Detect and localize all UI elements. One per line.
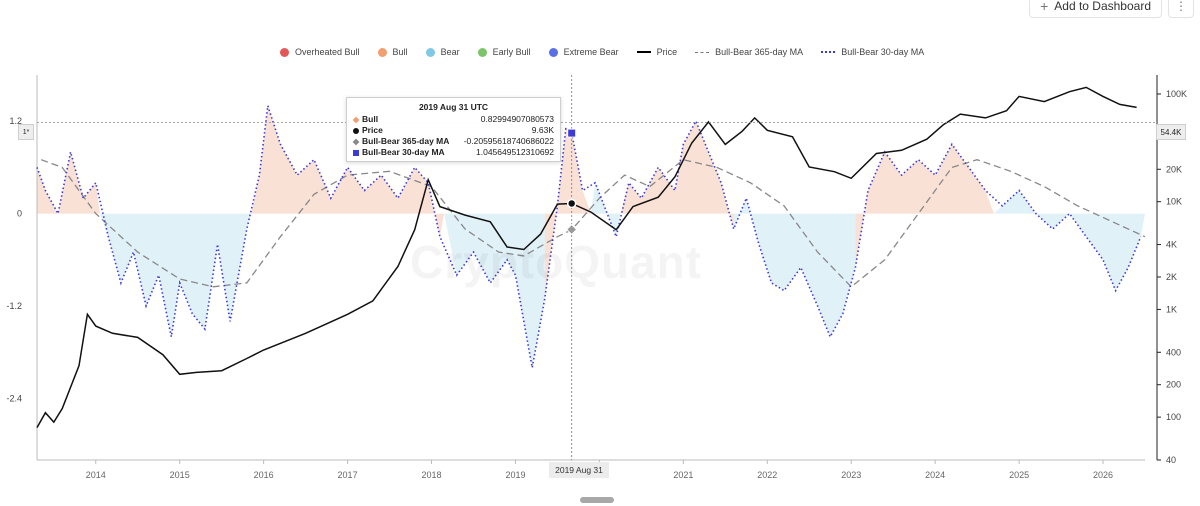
legend-item[interactable]: Bull-Bear 30-day MA [821, 47, 924, 57]
right-axis-tick-label: 4K [1166, 240, 1177, 250]
legend-label: Overheated Bull [295, 47, 360, 57]
legend-marker-icon [477, 47, 487, 57]
tooltip-marker-icon [353, 149, 359, 156]
price-hover-marker [566, 198, 577, 209]
tooltip-row-value: 0.82994907080573 [480, 114, 554, 124]
legend-label: Bull-Bear 30-day MA [841, 47, 925, 57]
tooltip-marker-icon [352, 116, 360, 123]
tooltip-row-label: Price [353, 125, 383, 136]
x-axis-tick-label: 2018 [421, 470, 441, 480]
legend-label: Bull-Bear 365-day MA [715, 47, 804, 57]
legend-marker-icon [695, 51, 710, 53]
ma365-hover-marker [566, 223, 578, 236]
regime-shading-area [544, 128, 591, 299]
legend-marker-icon [425, 47, 435, 57]
regime-shading-area [855, 144, 994, 268]
x-axis-tick-label: 2021 [673, 470, 693, 480]
tooltip-marker-icon [352, 138, 360, 145]
x-axis-tick-label: 2019 [505, 470, 525, 480]
legend-marker-icon [636, 51, 651, 53]
legend-item[interactable]: Price [636, 47, 678, 57]
x-axis-tick-label: 2014 [86, 470, 106, 480]
legend-label: Early Bull [492, 47, 531, 57]
tooltip-row-label: Bull [352, 114, 378, 125]
tooltip-row-value: 1.045649512310692 [476, 147, 554, 157]
x-axis-tick-label: 2015 [170, 470, 190, 480]
legend-item[interactable]: Bull [377, 47, 408, 57]
top-bar: + Add to Dashboard ⋮ [0, 0, 1200, 18]
tooltip-row-value: -0.20595618740686022 [463, 136, 554, 146]
watermark: CryptoQuant [410, 235, 702, 289]
legend-item[interactable]: Bull-Bear 365-day MA [695, 47, 803, 57]
x-axis-tick-label: 2017 [338, 470, 358, 480]
right-axis-tick-label: 20K [1166, 164, 1182, 174]
tooltip-row: Bull-Bear 30-day MA 1.045649512310692 [353, 147, 554, 158]
tooltip-rows: Bull 0.82994907080573 Price 9.63K Bull-Bear … [352, 114, 554, 158]
plus-icon: + [1040, 0, 1049, 14]
legend-item[interactable]: Bear [425, 47, 460, 57]
regime-shading-area [620, 121, 734, 229]
regime-shading-area [591, 182, 621, 237]
ma30-hover-marker [567, 128, 577, 138]
tooltip-row-label: Bull-Bear 365-day MA [352, 136, 449, 147]
legend-marker-icon [377, 47, 387, 57]
legend-item[interactable]: Extreme Bear [548, 47, 619, 57]
x-axis-tick-label: 2026 [1093, 470, 1113, 480]
right-axis-tick-label: 2K [1166, 272, 1177, 282]
date-crosshair-label: 2019 Aug 31 [549, 462, 609, 478]
regime-shading-area [444, 213, 545, 368]
chart-tooltip: 2019 Aug 31 UTC Bull 0.82994907080573 Pric… [346, 97, 561, 162]
ma365-line [40, 158, 1146, 288]
tooltip-row-label: Bull-Bear 30-day MA [353, 147, 445, 158]
tooltip-row: Price 9.63K [353, 125, 554, 136]
tooltip-row: Bull-Bear 365-day MA -0.20595618740686022 [352, 136, 554, 147]
legend-item[interactable]: Overheated Bull [280, 47, 360, 57]
scroll-handle[interactable] [580, 497, 614, 503]
bull-bear-chart[interactable]: 1.20-1.2-2.4100K40K20K10K4K2K1K400200100… [0, 70, 1200, 506]
price-line [36, 86, 1137, 428]
right-axis-tick-label: 400 [1166, 347, 1181, 357]
right-axis-tick-label: 100 [1166, 412, 1181, 422]
left-axis-tick-label: 1.2 [9, 116, 22, 126]
legend-marker-icon [280, 47, 289, 57]
tooltip-row-value: 9.63K [531, 125, 554, 135]
chart-legend: Overheated Bull Bull Bear Early Bull Extreme… [280, 47, 924, 57]
left-axis-crosshair-label: 1* [18, 124, 34, 140]
left-axis-tick-label: -1.2 [6, 301, 22, 311]
legend-label: Bear [440, 47, 460, 57]
right-axis-tick-label: 200 [1166, 380, 1181, 390]
legend-marker-icon [821, 51, 836, 53]
left-axis-tick-label: -2.4 [6, 393, 22, 403]
regime-shading-area [251, 105, 445, 237]
price-crosshair-label: 54.4K [1156, 124, 1186, 140]
legend-label: Bull [392, 47, 408, 57]
right-axis-tick-label: 10K [1166, 197, 1182, 207]
tooltip-marker-icon [353, 127, 359, 134]
right-axis-tick-label: 100K [1166, 89, 1187, 99]
tooltip-row: Bull 0.82994907080573 [352, 114, 554, 125]
legend-marker-icon [548, 47, 558, 57]
right-axis-tick-label: 1K [1166, 304, 1177, 314]
add-to-dashboard-label: Add to Dashboard [1054, 0, 1151, 13]
add-to-dashboard-button[interactable]: + Add to Dashboard [1029, 0, 1162, 18]
legend-item[interactable]: Early Bull [477, 47, 531, 57]
x-axis-tick-label: 2016 [254, 470, 274, 480]
right-axis-tick-label: 40 [1166, 455, 1176, 465]
regime-shading-area [993, 190, 1145, 291]
x-axis-tick-label: 2024 [925, 470, 945, 480]
x-axis-tick-label: 2022 [757, 470, 777, 480]
legend-label: Extreme Bear [563, 47, 619, 57]
tooltip-date: 2019 Aug 31 UTC [418, 102, 489, 112]
more-options-button[interactable]: ⋮ [1168, 0, 1194, 18]
legend-label: Price [656, 47, 678, 57]
regime-shading-area [99, 213, 252, 337]
regime-shading-area [733, 198, 856, 337]
x-axis-tick-label: 2023 [841, 470, 861, 480]
x-axis-tick-label: 2025 [1009, 470, 1029, 480]
left-axis-tick-label: 0 [17, 209, 22, 219]
